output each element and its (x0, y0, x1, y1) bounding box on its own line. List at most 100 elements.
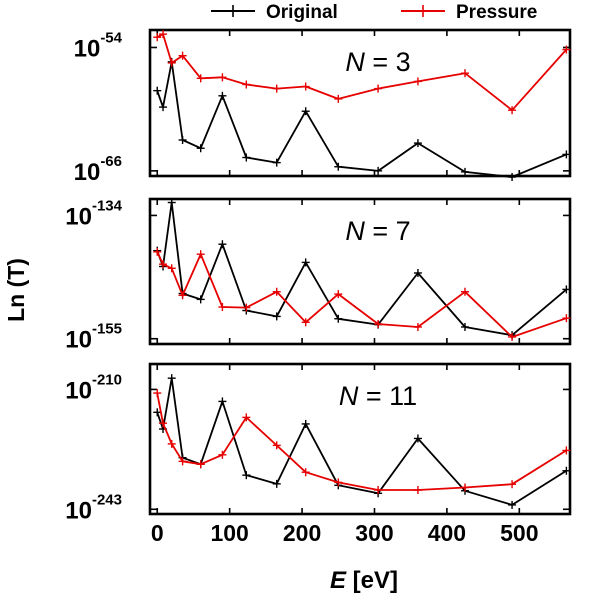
data-point-pressure (242, 413, 251, 422)
data-point-pressure (374, 486, 383, 495)
series-line-original (156, 61, 567, 178)
data-point-pressure (334, 290, 343, 299)
x-tick-labels: 0 100 200 300 400 500 (151, 520, 539, 546)
y-tick-label-y-top: 10-210 (65, 371, 122, 404)
y-tick-label-base: 10 (74, 35, 101, 62)
panel-label-variable: N (339, 381, 359, 411)
data-point-pressure (153, 33, 162, 42)
data-point-pressure (178, 457, 187, 466)
x-tick-label: 0 (151, 520, 164, 546)
series-line-pressure (156, 251, 567, 338)
panel-frame (148, 28, 572, 178)
panel-label-variable: N (345, 216, 365, 246)
panel-label-value: = 7 (365, 216, 411, 246)
data-point-pressure (461, 287, 469, 296)
panel-frame (148, 197, 572, 346)
data-point-pressure (272, 441, 281, 450)
data-point-pressure (301, 468, 310, 477)
data-point-original (334, 162, 343, 171)
y-tick-label-base: 10 (65, 327, 92, 354)
data-point-original (562, 466, 571, 475)
x-tick-label: 300 (355, 520, 393, 546)
y-tick-label-exponent: -66 (100, 153, 122, 170)
series-pressure (153, 389, 571, 495)
data-point-original (413, 268, 422, 277)
data-point-pressure (167, 439, 176, 448)
panel-label: N = 7 (345, 216, 410, 246)
x-tick-label: 100 (210, 520, 248, 546)
data-point-pressure (562, 45, 571, 54)
data-point-original (218, 397, 227, 406)
data-point-pressure (374, 84, 383, 93)
y-tick-label-y-bottom: 10-66 (74, 153, 122, 186)
y-tick-label-base: 10 (74, 159, 101, 186)
data-point-original (218, 91, 227, 100)
x-tick-label: 400 (428, 520, 466, 546)
data-point-original (508, 173, 517, 182)
x-axis-label: E [eV] (330, 567, 398, 594)
data-point-pressure (508, 480, 517, 489)
data-point-pressure (167, 58, 176, 67)
data-point-original (562, 285, 571, 294)
data-point-original (196, 295, 205, 304)
data-point-pressure (272, 287, 281, 296)
data-point-pressure (218, 450, 227, 459)
y-tick-label-y-bottom: 10-155 (65, 321, 122, 354)
data-point-original (242, 471, 251, 480)
data-point-original (301, 258, 310, 267)
y-axis-label: Ln (T) (3, 258, 29, 322)
data-point-original (374, 166, 383, 175)
data-point-pressure (334, 478, 343, 487)
data-point-pressure (301, 82, 310, 91)
data-point-pressure (178, 51, 187, 60)
data-point-pressure (153, 247, 162, 256)
data-point-original (562, 150, 571, 159)
data-point-original (413, 139, 422, 148)
data-point-original (218, 240, 227, 249)
data-point-pressure (562, 314, 571, 323)
data-point-pressure (272, 84, 281, 93)
legend: Original Pressure (211, 2, 537, 23)
panel-label-value: = 11 (358, 381, 417, 411)
panel-label: N = 11 (339, 381, 417, 411)
x-axis-label-unit: [eV] (346, 567, 398, 594)
data-point-pressure (196, 460, 205, 469)
data-point-pressure (562, 446, 571, 455)
data-point-original (153, 86, 162, 95)
y-tick-label-base: 10 (65, 377, 92, 404)
data-point-original (272, 158, 281, 167)
data-point-original (178, 136, 187, 145)
data-point-original (461, 167, 469, 176)
legend-label-original: Original (266, 2, 338, 23)
data-point-pressure (153, 389, 162, 398)
x-tick-label: 500 (500, 520, 538, 546)
data-point-original (272, 479, 281, 488)
data-point-original (461, 322, 469, 331)
data-point-pressure (196, 74, 205, 83)
y-tick-label-y-top: 10-54 (74, 29, 123, 62)
data-point-pressure (508, 106, 517, 115)
data-point-pressure (242, 80, 251, 89)
y-tick-label-base: 10 (65, 203, 92, 230)
series-pressure (153, 30, 571, 115)
panel-label-value: = 3 (365, 47, 411, 77)
data-point-original (159, 103, 168, 112)
data-point-pressure (508, 332, 517, 341)
y-tick-label-base: 10 (65, 497, 92, 524)
data-point-original (242, 153, 251, 162)
data-point-pressure (334, 94, 343, 103)
data-point-pressure (461, 483, 469, 492)
y-tick-label-exponent: -54 (100, 29, 122, 46)
data-point-original (153, 408, 162, 417)
data-point-pressure (196, 250, 205, 259)
data-point-pressure (461, 69, 469, 78)
data-point-pressure (218, 303, 227, 312)
data-point-original (272, 312, 281, 321)
panel-label: N = 3 (345, 47, 410, 77)
series-original (153, 57, 571, 182)
data-point-original (167, 198, 176, 207)
